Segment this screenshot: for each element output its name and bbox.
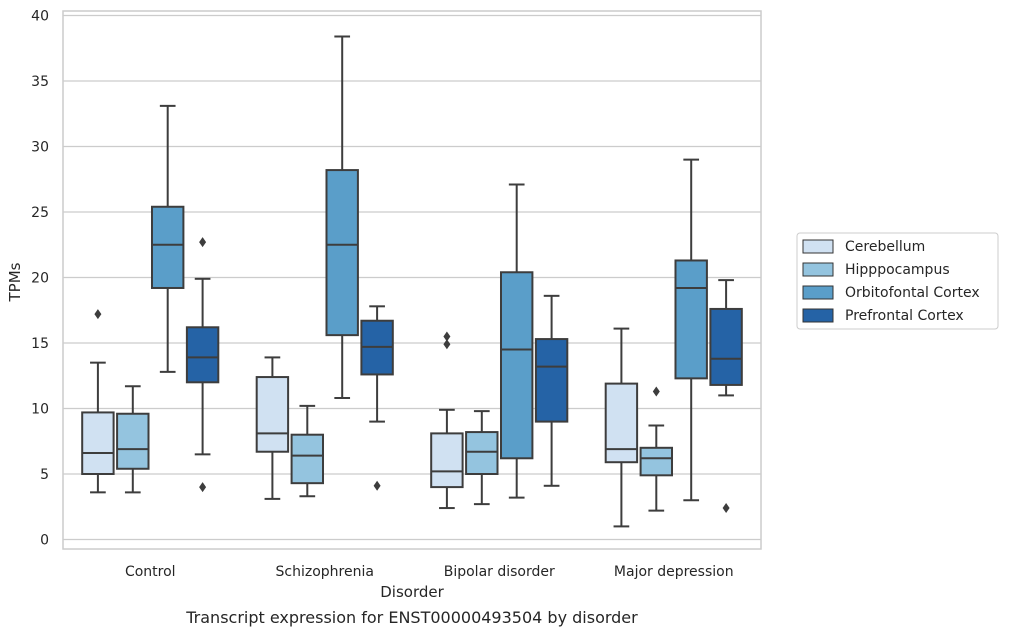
y-axis-label: TPMs xyxy=(6,262,24,302)
legend-label: Prefrontal Cortex xyxy=(845,308,964,324)
box-2-0 xyxy=(430,331,464,510)
box-3-0 xyxy=(604,327,639,528)
chart-caption: Transcript expression for ENST0000049350… xyxy=(185,608,638,627)
legend-swatch xyxy=(802,239,834,254)
outlier-point xyxy=(443,331,451,342)
iqr-box xyxy=(465,431,499,475)
iqr-box xyxy=(290,433,325,485)
x-axis-label: Disorder xyxy=(380,583,444,601)
legend-swatch xyxy=(802,262,834,277)
y-tick-label: 35 xyxy=(31,74,49,90)
iqr-box xyxy=(325,169,359,337)
iqr-box xyxy=(150,205,185,289)
outlier-point xyxy=(199,482,207,493)
box-3-3 xyxy=(709,279,743,514)
x-tick-label: Major depression xyxy=(614,564,734,580)
iqr-box xyxy=(709,307,743,386)
box-0-3 xyxy=(185,237,220,493)
box-0-1 xyxy=(116,385,150,494)
y-tick-label: 30 xyxy=(31,140,49,156)
box-1-3 xyxy=(360,305,394,491)
iqr-box xyxy=(81,411,115,475)
iqr-box xyxy=(185,326,220,384)
outlier-point xyxy=(94,309,102,320)
y-tick-label: 20 xyxy=(31,271,49,287)
outlier-point xyxy=(722,503,730,514)
iqr-box xyxy=(430,432,464,489)
outlier-point xyxy=(652,386,660,397)
iqr-box xyxy=(116,412,150,470)
x-tick-label: Schizophrenia xyxy=(276,564,374,580)
iqr-box xyxy=(604,382,639,464)
x-tick-labels: Control Schizophrenia Bipolar disorder Majo… xyxy=(125,564,734,580)
legend-label: Cerebellum xyxy=(845,239,925,255)
y-tick-labels: 0 5 10 15 20 25 30 35 40 xyxy=(31,9,49,549)
outlier-point xyxy=(199,237,207,248)
box-0-0 xyxy=(81,309,115,494)
y-tick-label: 15 xyxy=(31,336,49,352)
legend-swatch xyxy=(802,285,834,300)
legend-label: Hipppocampus xyxy=(845,262,950,278)
outlier-point xyxy=(443,339,451,350)
y-tick-label: 0 xyxy=(40,533,49,549)
box-2-3 xyxy=(534,294,569,487)
iqr-box xyxy=(639,446,674,477)
box-2-2 xyxy=(499,183,534,499)
legend-frame xyxy=(796,232,999,330)
iqr-box xyxy=(255,376,290,453)
y-tick-label: 25 xyxy=(31,205,49,221)
box-1-2 xyxy=(325,35,359,400)
box-1-1 xyxy=(290,404,325,498)
iqr-box xyxy=(674,259,708,380)
box-1-0 xyxy=(255,356,290,500)
box-3-1 xyxy=(639,386,674,512)
y-tick-label: 40 xyxy=(31,9,49,25)
box-3-2 xyxy=(674,158,708,502)
y-tick-label: 10 xyxy=(31,402,49,418)
legend-label: Orbitofontal Cortex xyxy=(845,285,980,301)
y-tick-label: 5 xyxy=(40,467,49,483)
x-tick-label: Control xyxy=(125,564,176,580)
box-plot-marks xyxy=(81,35,743,528)
legend: Cerebellum Hipppocampus Orbitofontal Corte… xyxy=(796,232,999,330)
box-0-2 xyxy=(150,104,185,373)
plot-frame xyxy=(62,10,762,550)
box-2-1 xyxy=(465,410,499,506)
outlier-point xyxy=(373,480,381,491)
legend-swatch xyxy=(802,308,834,323)
iqr-box xyxy=(499,271,534,460)
iqr-box xyxy=(534,338,569,423)
x-tick-label: Bipolar disorder xyxy=(444,564,555,580)
